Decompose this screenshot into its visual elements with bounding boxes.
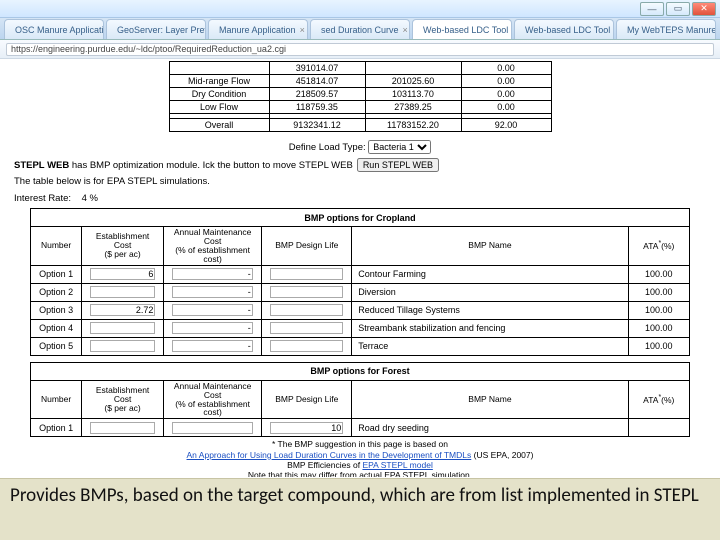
browser-tab[interactable]: Manure Application × [208, 19, 308, 39]
footnote-link-1[interactable]: An Approach for Using Load Duration Curv… [187, 450, 472, 460]
tab-title: My WebTEPS Manure - 17 [627, 25, 716, 35]
tab-title: GeoServer: Layer Previe [117, 25, 206, 35]
life-input[interactable] [270, 322, 343, 334]
browser-tab[interactable]: OSC Manure Applicatio× [4, 19, 104, 39]
maint-input[interactable] [172, 268, 252, 280]
bmp-header-row: NumberEstablishment Cost ($ per ac)Annua… [31, 227, 690, 266]
stepl-web-bold: STEPL WEB [14, 160, 69, 171]
table-note: The table below is for EPA STEPL simulat… [14, 176, 706, 187]
interest-rate-label: Interest Rate: [14, 193, 71, 204]
interest-rate-value: 4 % [82, 193, 98, 204]
browser-tab-strip: OSC Manure Applicatio×GeoServer: Layer P… [0, 18, 720, 40]
footnote-3a: BMP Efficiencies of [287, 460, 362, 470]
close-button[interactable]: ✕ [692, 2, 716, 16]
bmp-row: Option 4Streambank stabilization and fen… [31, 319, 690, 337]
maint-input[interactable] [172, 304, 252, 316]
tab-title: Manure Application [219, 25, 296, 35]
cost-input[interactable] [90, 340, 156, 352]
bmp-row: Option 1Contour Farming100.00 [31, 265, 690, 283]
maint-input[interactable] [172, 340, 252, 352]
life-input[interactable] [270, 268, 343, 280]
overall-row: Overall9132341.1211783152.2092.00 [169, 119, 551, 132]
bmp-row: Option 2Diversion100.00 [31, 283, 690, 301]
footnote-4: Note that this may differ from actual EP… [14, 470, 706, 477]
tab-close-icon[interactable]: × [300, 25, 305, 35]
define-load-type-label: Define Load Type: [289, 142, 366, 153]
browser-tab[interactable]: GeoServer: Layer Previe× [106, 19, 206, 39]
footnote-link-2[interactable]: EPA STEPL model [362, 460, 432, 470]
define-load-type-row: Define Load Type: Bacteria 1 [14, 140, 706, 154]
cost-input[interactable] [90, 322, 156, 334]
page-content: 391014.07 0.00Mid-range Flow451814.07201… [0, 59, 720, 477]
footnotes: * The BMP suggestion in this page is bas… [14, 439, 706, 477]
bmp-row: Option 5Terrace100.00 [31, 337, 690, 355]
stepl-web-text: has BMP optimization module. Ick the but… [69, 160, 353, 171]
slide-annotation: Provides BMPs, based on the target compo… [0, 478, 720, 540]
cost-input[interactable] [90, 422, 156, 434]
browser-tab[interactable]: Web-based LDC Tool - L× [514, 19, 614, 39]
maint-input[interactable] [172, 422, 252, 434]
bmp-caption: BMP options for Forest [31, 362, 690, 380]
bmp-row: Option 1Road dry seeding [31, 419, 690, 437]
bmp-row: Option 3Reduced Tillage Systems100.00 [31, 301, 690, 319]
maint-input[interactable] [172, 322, 252, 334]
interest-rate-row: Interest Rate: 4 % [14, 193, 706, 204]
cost-input[interactable] [90, 286, 156, 298]
table-row: Dry Condition218509.57103113.700.00 [169, 88, 551, 101]
tab-title: sed Duration Curve [321, 25, 399, 35]
table-row: Low Flow118759.3527389.250.00 [169, 101, 551, 114]
stepl-web-blurb: STEPL WEB has BMP optimization module. I… [14, 158, 706, 172]
footnote-2-tail: (US EPA, 2007) [471, 450, 533, 460]
tab-title: Web-based LDC Tool [423, 25, 508, 35]
life-input[interactable] [270, 304, 343, 316]
browser-tab[interactable]: My WebTEPS Manure - 17× [616, 19, 716, 39]
run-stepl-web-button[interactable]: Run STEPL WEB [357, 158, 439, 172]
url-field[interactable]: https://engineering.purdue.edu/~ldc/ptoo… [6, 43, 714, 56]
footnote-1: * The BMP suggestion in this page is bas… [14, 439, 706, 449]
browser-tab[interactable]: sed Duration Curve × [310, 19, 410, 39]
load-type-select[interactable]: Bacteria 1 [368, 140, 431, 154]
tab-title: Web-based LDC Tool - L [525, 25, 614, 35]
reduction-table: 391014.07 0.00Mid-range Flow451814.07201… [169, 61, 552, 132]
window-titlebar: — ▭ ✕ [0, 0, 720, 18]
maximize-button[interactable]: ▭ [666, 2, 690, 16]
tab-close-icon[interactable]: × [403, 25, 408, 35]
cost-input[interactable] [90, 268, 156, 280]
browser-tab[interactable]: Web-based LDC Tool× [412, 19, 512, 39]
cost-input[interactable] [90, 304, 156, 316]
table-row: 391014.07 0.00 [169, 62, 551, 75]
minimize-button[interactable]: — [640, 2, 664, 16]
table-row: Mid-range Flow451814.07201025.600.00 [169, 75, 551, 88]
bmp-caption: BMP options for Cropland [31, 209, 690, 227]
bmp-forest-table: BMP options for ForestNumberEstablishmen… [30, 362, 690, 438]
life-input[interactable] [270, 286, 343, 298]
bmp-cropland-table: BMP options for CroplandNumberEstablishm… [30, 208, 690, 356]
tab-title: OSC Manure Applicatio [15, 25, 104, 35]
address-bar: https://engineering.purdue.edu/~ldc/ptoo… [0, 40, 720, 59]
life-input[interactable] [270, 340, 343, 352]
life-input[interactable] [270, 422, 343, 434]
bmp-header-row: NumberEstablishment Cost ($ per ac)Annua… [31, 380, 690, 419]
maint-input[interactable] [172, 286, 252, 298]
